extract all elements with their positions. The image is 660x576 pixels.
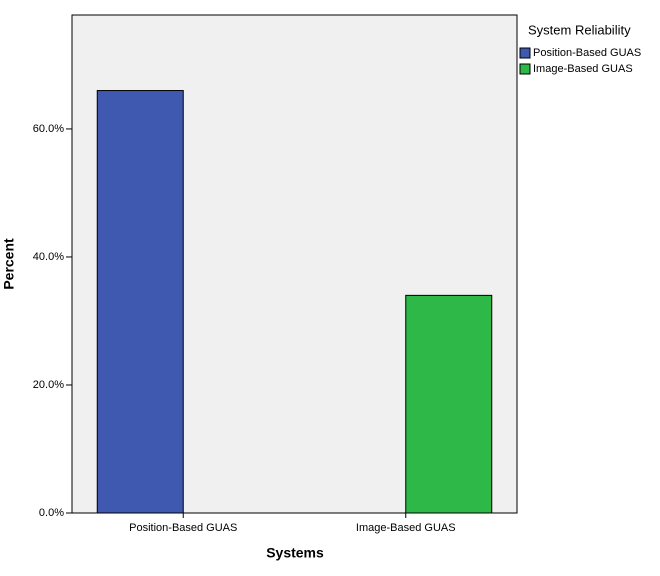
plot-border [71,14,518,514]
y-tick-label: 60.0% [33,123,64,135]
x-tick-label: Position-Based GUAS [129,522,237,534]
bar [96,90,184,514]
bar [405,294,493,514]
legend-title: System Reliability [528,22,631,37]
y-tick-label: 40.0% [33,251,64,263]
legend-label: Image-Based GUAS [533,63,633,75]
y-axis-title: Percent [1,238,17,290]
legend-swatch [519,47,531,59]
legend-label: Position-Based GUAS [533,47,641,59]
y-tick-label: 0.0% [39,507,64,519]
x-axis-title: Systems [266,545,324,561]
y-tick-label: 20.0% [33,379,64,391]
x-tick-label: Image-Based GUAS [356,522,456,534]
legend-swatch [519,63,531,75]
